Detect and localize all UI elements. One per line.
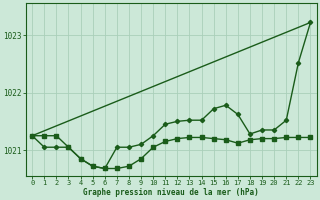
X-axis label: Graphe pression niveau de la mer (hPa): Graphe pression niveau de la mer (hPa) [84, 188, 259, 197]
